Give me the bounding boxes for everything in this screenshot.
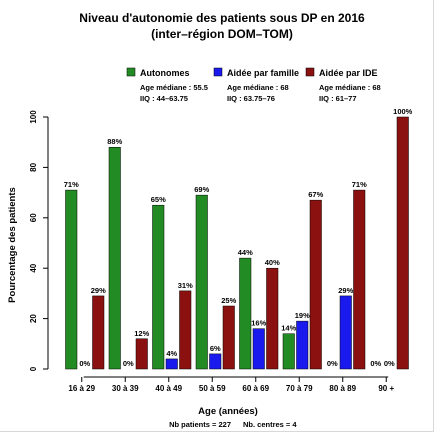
data-label-aidee-par-famille: 6% [210, 344, 221, 353]
bars [65, 116, 409, 370]
footer-patients: Nb patients = 227 [169, 420, 231, 429]
axes: 0 20 40 60 80 100 16 à 29 30 à 39 40 à 49 50 à 5… [29, 110, 394, 393]
data-label-aidee-par-ide: 31% [178, 281, 193, 290]
legend-stat-autonomes: IIQ : 44–63.75 [140, 94, 188, 103]
data-label-aidee-par-ide: 100% [393, 107, 413, 116]
x-tick-label: 80 à 89 [329, 384, 356, 393]
bar-autonomes [65, 189, 78, 370]
legend-swatch-aidee-par-ide [305, 67, 315, 77]
bar-aidee-par-ide [179, 290, 192, 370]
legend-stat-aidee-par-famille: IIQ : 63.75–76 [227, 94, 275, 103]
data-label-aidee-par-famille: 0% [79, 359, 90, 368]
legend-stat-aidee-par-ide: Age médiane : 68 [319, 83, 381, 92]
data-label-autonomes: 0% [370, 359, 381, 368]
bar-aidee-par-famille [252, 328, 265, 370]
data-label-autonomes: 0% [327, 359, 338, 368]
legend-label-aidee-par-famille: Aidée par famille [227, 68, 299, 78]
x-tick-label: 40 à 49 [155, 384, 182, 393]
bar-aidee-par-famille [209, 353, 222, 370]
bar-aidee-par-ide [135, 338, 148, 370]
data-label-autonomes: 44% [238, 248, 253, 257]
legend-swatch-aidee-par-famille [213, 67, 223, 77]
data-label-aidee-par-famille: 0% [123, 359, 134, 368]
bar-autonomes [108, 146, 121, 370]
legend: Autonomes Age médiane : 55.5 IIQ : 44–63.7… [126, 67, 381, 103]
x-tick-label: 90 + [378, 384, 394, 393]
bar-autonomes [152, 204, 165, 370]
legend-swatch-autonomes [126, 67, 136, 77]
legend-stat-autonomes: Age médiane : 55.5 [140, 83, 208, 92]
data-label-aidee-par-famille: 29% [338, 286, 353, 295]
bar-aidee-par-ide [353, 189, 366, 370]
bar-aidee-par-ide [266, 267, 279, 370]
x-ticks: 16 à 29 30 à 39 40 à 49 50 à 59 60 à 69 70 à … [68, 377, 394, 393]
y-tick-label: 0 [29, 366, 38, 371]
y-tick-label: 80 [29, 162, 38, 171]
legend-label-aidee-par-ide: Aidée par IDE [319, 68, 378, 78]
bar-autonomes [239, 257, 252, 370]
bar-aidee-par-ide [396, 116, 409, 370]
x-tick-label: 50 à 59 [199, 384, 226, 393]
data-label-autonomes: 88% [107, 137, 122, 146]
data-label-aidee-par-ide: 71% [352, 180, 367, 189]
bar-aidee-par-ide [222, 305, 235, 370]
y-tick-label: 60 [29, 213, 38, 222]
bar-aidee-par-famille [339, 295, 352, 370]
bar-labels: 71%88%65%69%44%14%0% 0%0% 0%4%6%16%19%29%0… [64, 107, 413, 368]
bar-aidee-par-ide [92, 295, 105, 370]
x-tick-label: 60 à 69 [242, 384, 269, 393]
bar-aidee-par-ide [309, 199, 322, 370]
data-label-aidee-par-famille: 19% [295, 311, 310, 320]
y-ticks: 0 20 40 60 80 100 [29, 110, 48, 371]
x-tick-label: 70 à 79 [286, 384, 313, 393]
data-label-aidee-par-ide: 12% [134, 329, 149, 338]
data-label-autonomes: 14% [281, 324, 296, 333]
y-tick-label: 100 [29, 110, 38, 124]
data-label-aidee-par-ide: 67% [308, 190, 323, 199]
bar-aidee-par-famille [296, 320, 309, 370]
x-tick-label: 30 à 39 [112, 384, 139, 393]
legend-stat-aidee-par-famille: Age médiane : 68 [227, 83, 289, 92]
data-label-aidee-par-famille: 4% [166, 349, 177, 358]
data-label-autonomes: 69% [194, 185, 209, 194]
legend-stat-aidee-par-ide: IIQ : 61–77 [319, 94, 357, 103]
data-label-aidee-par-famille: 16% [251, 319, 266, 328]
data-label-aidee-par-ide: 25% [221, 296, 236, 305]
data-label-autonomes: 71% [64, 180, 79, 189]
x-tick-label: 16 à 29 [68, 384, 95, 393]
chart-subtitle: (inter–région DOM–TOM) [151, 27, 293, 41]
x-axis-title: Age (années) [198, 406, 258, 417]
bar-aidee-par-famille [165, 358, 178, 370]
bar-autonomes [282, 333, 295, 370]
footer-centres: Nb. centres = 4 [243, 420, 297, 429]
y-axis-title: Pourcentage des patients [7, 187, 18, 303]
data-label-aidee-par-ide: 40% [265, 258, 280, 267]
y-tick-label: 20 [29, 314, 38, 323]
data-label-autonomes: 65% [151, 195, 166, 204]
chart-title: Niveau d'autonomie des patients sous DP … [79, 11, 365, 25]
bar-autonomes [195, 194, 208, 370]
y-tick-label: 40 [29, 263, 38, 272]
data-label-aidee-par-ide: 29% [91, 286, 106, 295]
legend-label-autonomes: Autonomes [140, 68, 190, 78]
data-label-aidee-par-famille: 0% [384, 359, 395, 368]
